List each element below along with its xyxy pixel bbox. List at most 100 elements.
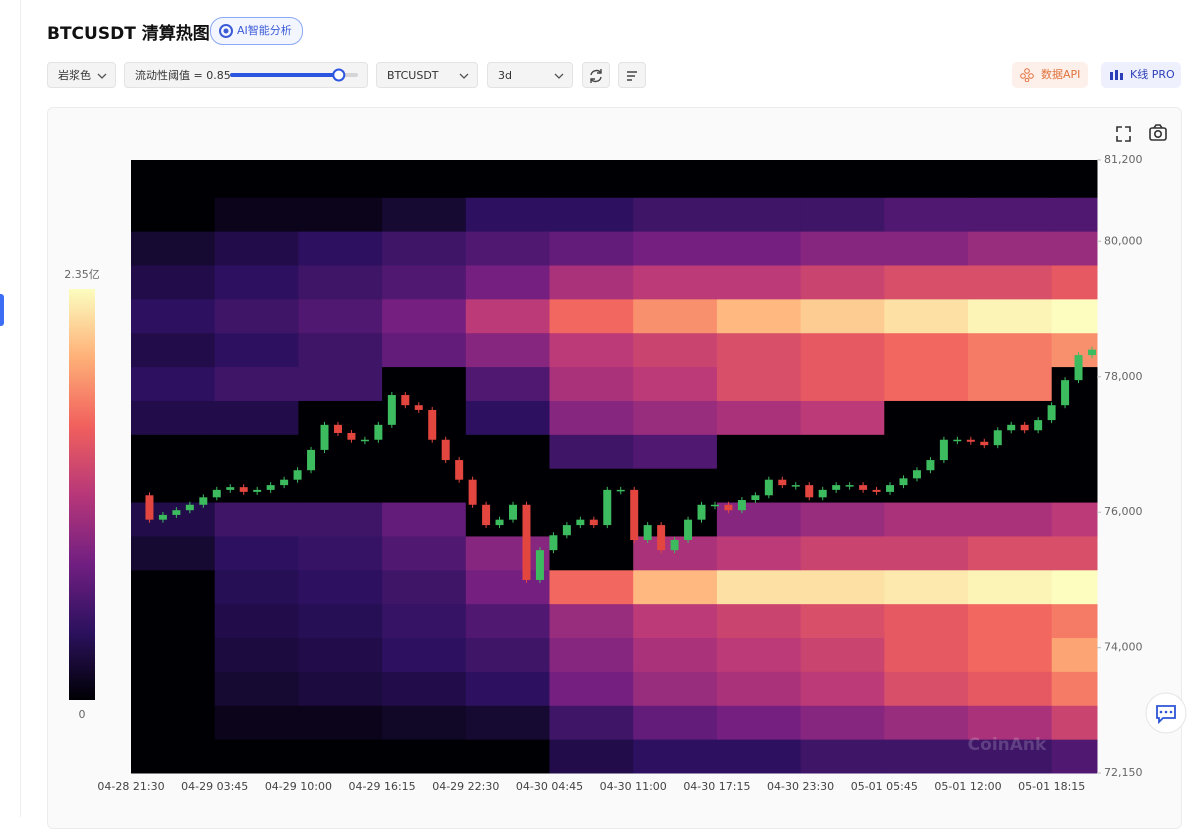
heat-cell — [465, 298, 550, 334]
ai-icon — [219, 24, 233, 38]
heat-cell — [214, 637, 299, 672]
heat-cell — [1051, 739, 1098, 774]
colorbar — [69, 289, 95, 700]
heat-cell — [214, 671, 299, 706]
heat-cell — [884, 468, 969, 503]
threshold-control: 流动性阈值 = 0.85 — [124, 62, 368, 88]
heat-cell — [633, 197, 718, 232]
watermark: CoinAnk — [968, 735, 1047, 755]
heat-cell — [465, 160, 550, 198]
heat-cell — [800, 502, 885, 537]
candle-body — [670, 539, 679, 551]
candle-body — [1061, 380, 1070, 406]
heat-cell — [549, 671, 634, 706]
candle-body — [710, 504, 719, 507]
pro-button-label: K线 PRO — [1130, 68, 1175, 81]
heat-cell — [382, 637, 467, 672]
heat-cell — [382, 671, 467, 706]
heat-cell — [633, 231, 718, 266]
heat-cell — [884, 264, 969, 300]
heat-cell — [800, 705, 885, 740]
heat-cell — [465, 231, 550, 266]
heat-cell — [131, 468, 216, 503]
api-button[interactable]: 数据API — [1012, 62, 1088, 88]
heat-cell — [968, 603, 1053, 639]
heat-cell — [214, 264, 299, 300]
heat-cell — [382, 160, 467, 198]
symbol-select[interactable]: BTCUSDT — [376, 62, 478, 88]
candle-body — [158, 514, 167, 520]
heat-cell — [214, 298, 299, 334]
heat-cell — [131, 705, 216, 740]
heat-cell — [382, 603, 467, 639]
heat-cell — [633, 160, 718, 198]
ai-button[interactable]: AI智能分析 — [210, 17, 303, 45]
candle-body — [495, 519, 504, 526]
heat-cell — [465, 739, 550, 774]
heat-cell — [214, 332, 299, 368]
heat-cell — [968, 231, 1053, 266]
heat-cell — [633, 637, 718, 672]
candle-body — [953, 439, 962, 442]
x-tick-label: 04-29 22:30 — [432, 780, 499, 793]
heat-cell — [214, 705, 299, 740]
threshold-label: 流动性阈值 = 0.85 — [135, 69, 231, 82]
heat-cell — [800, 671, 885, 706]
x-tick-label: 04-29 10:00 — [265, 780, 332, 793]
x-tick-label: 04-30 17:15 — [683, 780, 750, 793]
heat-cell — [214, 468, 299, 503]
candle-body — [185, 504, 194, 511]
chat-button[interactable] — [1145, 692, 1187, 734]
candle-body — [1034, 420, 1043, 431]
heat-cell — [382, 332, 467, 368]
candle-body — [549, 535, 558, 551]
heat-cell — [131, 603, 216, 639]
heat-cell — [716, 264, 802, 300]
palette-select[interactable]: 岩浆色 — [47, 62, 116, 88]
heat-cell — [716, 603, 802, 639]
sort-button[interactable] — [618, 62, 646, 88]
heat-cell — [214, 197, 299, 232]
page-title: BTCUSDT 清算热图 — [47, 24, 210, 44]
heat-cell — [800, 160, 885, 198]
heat-cell — [800, 603, 885, 639]
refresh-button[interactable] — [582, 62, 610, 88]
sort-icon — [627, 71, 637, 81]
heat-cell — [549, 298, 634, 334]
pro-button[interactable]: K线 PRO — [1101, 62, 1181, 88]
heat-cell — [633, 671, 718, 706]
heat-cell — [633, 400, 718, 435]
heat-cell — [214, 739, 299, 774]
camera-icon[interactable] — [1149, 124, 1167, 141]
heat-cell — [633, 264, 718, 300]
heat-cell — [298, 603, 383, 639]
heat-cell — [1051, 705, 1098, 740]
heat-cell — [382, 264, 467, 300]
threshold-slider[interactable] — [228, 66, 362, 84]
heat-cell — [633, 739, 718, 774]
heat-cell — [1051, 535, 1098, 571]
symbol-value: BTCUSDT — [387, 69, 439, 82]
fullscreen-icon[interactable] — [1116, 126, 1131, 142]
heat-cell — [800, 264, 885, 300]
heat-cell — [968, 264, 1053, 300]
heat-cell — [549, 197, 634, 232]
heat-cell — [1051, 160, 1098, 198]
range-select[interactable]: 3d — [487, 62, 573, 88]
heat-cell — [465, 434, 550, 469]
candle-body — [805, 485, 814, 498]
heat-cell — [298, 366, 383, 401]
heat-cell — [298, 739, 383, 774]
heat-cell — [549, 366, 634, 401]
candle-body — [764, 479, 773, 496]
candle-body — [899, 478, 908, 486]
heat-cell — [800, 535, 885, 571]
candle-body — [482, 504, 491, 526]
heat-cell — [1051, 502, 1098, 537]
candle-body — [832, 485, 841, 490]
heat-cell — [716, 569, 802, 605]
candle-body — [845, 485, 854, 487]
heat-cell — [884, 332, 969, 368]
heat-cell — [800, 569, 885, 605]
heat-cell — [800, 231, 885, 266]
